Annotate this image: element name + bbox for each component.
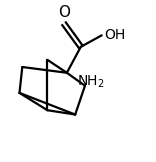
Text: O: O: [58, 5, 70, 20]
Text: OH: OH: [105, 28, 126, 42]
Text: NH$_2$: NH$_2$: [77, 73, 104, 90]
